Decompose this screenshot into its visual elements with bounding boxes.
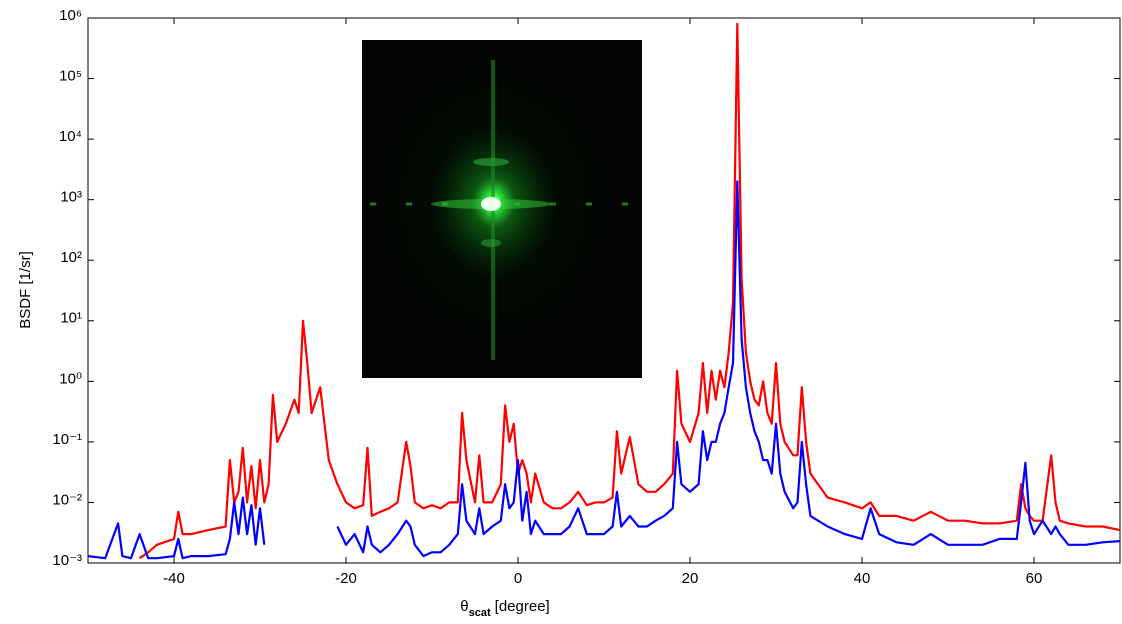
x-tick-label: 20 [682, 570, 699, 587]
x-tick-label: 60 [1026, 570, 1043, 587]
x-label-unit: [degree] [495, 598, 550, 615]
x-tick-label: -40 [163, 570, 185, 587]
y-tick-label: 10³ [60, 189, 82, 206]
x-label-symbol: θ [460, 598, 468, 615]
x-tick-label: 0 [514, 570, 522, 587]
x-tick-label: 40 [854, 570, 871, 587]
y-tick-label: 10¹ [60, 310, 82, 327]
data-line [87, 180, 1121, 560]
x-axis-label: θscat [degree] [460, 598, 549, 619]
x-tick-label: -20 [335, 570, 357, 587]
data-line [138, 22, 1121, 560]
y-tick-label: 10⁶ [59, 7, 82, 24]
y-tick-label: 10⁴ [59, 128, 82, 145]
y-tick-label: 10⁵ [59, 68, 82, 85]
y-tick-label: 10⁻³ [52, 552, 82, 569]
y-tick-label: 10⁻¹ [52, 431, 82, 448]
y-axis-label: BSDF [1/sr] [17, 251, 34, 329]
y-tick-label: 10² [60, 249, 82, 266]
inset-image [362, 40, 642, 378]
x-label-subscript: scat [469, 607, 491, 619]
y-tick-label: 10⁰ [59, 370, 82, 387]
y-tick-label: 10⁻² [52, 491, 82, 508]
